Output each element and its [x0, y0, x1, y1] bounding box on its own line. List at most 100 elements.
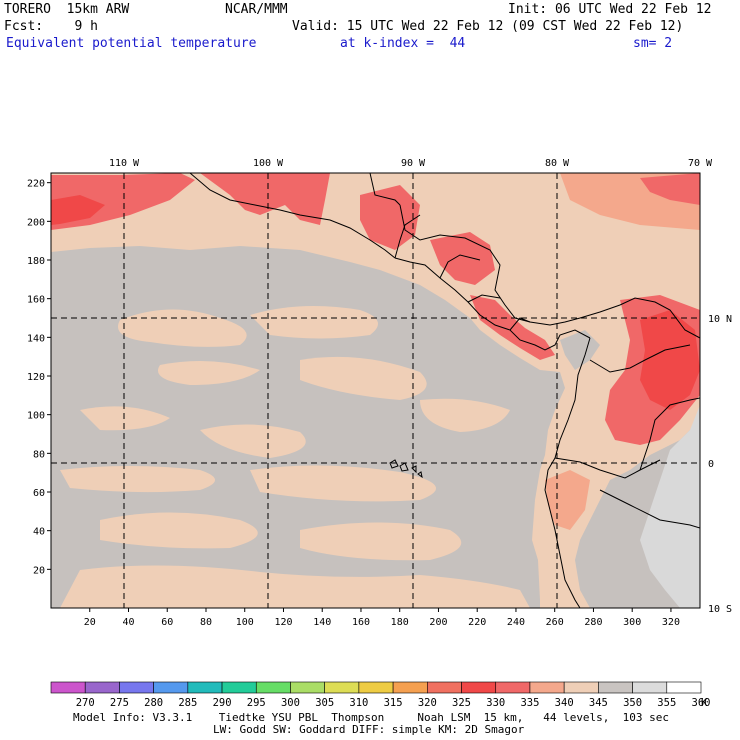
y-tick-label: 160 — [27, 295, 45, 306]
colorbar-swatch — [666, 681, 702, 694]
colorbar-swatch — [84, 681, 120, 694]
colorbar-swatch — [290, 681, 325, 694]
peach-patch — [300, 356, 427, 400]
border-guatemala — [394, 214, 421, 259]
peach-patch — [300, 522, 462, 561]
lat-label: 10 N — [708, 314, 732, 325]
colorbar-swatch — [529, 681, 565, 694]
theta-e-field — [51, 173, 700, 608]
colorbar: 270 275 280 285 290 295 300 305 310 315 320 325 330 3… — [50, 681, 711, 709]
coastline-south-america-north — [619, 297, 700, 339]
y-tick-label: 20 — [33, 565, 45, 576]
peach-patch — [158, 361, 260, 385]
border-nicaragua — [467, 294, 501, 303]
peach-patch — [100, 512, 258, 549]
peach-patch — [420, 398, 510, 432]
y-grid-ticks: 220 200 180 160 140 120 100 80 60 40 20 — [27, 179, 51, 576]
y-tick-label: 60 — [33, 488, 45, 499]
x-tick-label: 40 — [122, 617, 134, 628]
x-tick-label: 100 — [236, 617, 254, 628]
lon-label: 100 W — [253, 158, 284, 169]
colorbar-level-label: 270 — [76, 697, 95, 709]
galapagos-islands — [389, 459, 423, 479]
latitude-labels: 10 N 0 10 S — [708, 314, 732, 615]
x-tick-label: 260 — [546, 617, 564, 628]
border-internal — [589, 344, 691, 373]
longitude-labels: 110 W 100 W 90 W 80 W 70 W — [109, 158, 713, 169]
y-tick-label: 220 — [27, 179, 45, 190]
high-theta-caribbean-core — [640, 173, 700, 205]
colorbar-swatch — [221, 681, 257, 694]
coastlines — [189, 173, 700, 608]
coastline-yucatan — [369, 173, 401, 206]
colorbar-level-label: 290 — [213, 697, 232, 709]
colorbar-level-label: 295 — [247, 697, 266, 709]
colorbar-unit: K — [701, 697, 708, 709]
colorbar-swatch — [153, 681, 189, 694]
high-theta-mexico — [200, 173, 330, 225]
peach-patch — [118, 309, 247, 347]
model-info-line1: Model Info: V3.3.1 Tiedtke YSU PBL Thomp… — [73, 711, 670, 724]
colorbar-level-label: 345 — [589, 697, 608, 709]
level-label: at k-index = 44 — [340, 36, 466, 51]
colorbar-swatch — [324, 681, 360, 694]
forecast-hour: Fcst: 9 h — [4, 19, 98, 34]
peach-patch — [250, 306, 378, 339]
x-tick-label: 200 — [429, 617, 447, 628]
colorbar-level-label: 330 — [486, 697, 505, 709]
x-tick-label: 60 — [161, 617, 173, 628]
colorbar-swatch — [563, 681, 599, 694]
graticule — [51, 173, 700, 608]
colorbar-level-label: 360 — [692, 697, 711, 709]
colorbar-swatch — [632, 681, 668, 694]
high-theta-ecuador-coast — [545, 470, 590, 530]
colorbar-level-label: 355 — [657, 697, 676, 709]
peach-patch — [60, 466, 215, 493]
peach-patch — [250, 465, 436, 502]
x-tick-label: 160 — [352, 617, 370, 628]
colorbar-swatch — [495, 681, 531, 694]
y-tick-label: 140 — [27, 333, 45, 344]
x-tick-label: 120 — [274, 617, 292, 628]
y-tick-label: 180 — [27, 256, 45, 267]
border-internal — [639, 397, 700, 471]
colorbar-level-label: 340 — [555, 697, 574, 709]
border-honduras — [439, 254, 481, 279]
lon-label: 70 W — [688, 158, 713, 169]
lat-label: 0 — [708, 459, 714, 470]
field-name: Equivalent potential temperature — [6, 36, 257, 51]
colorbar-swatch — [358, 681, 394, 694]
colorbar-swatch — [427, 681, 462, 694]
colorbar-level-label: 300 — [281, 697, 300, 709]
x-tick-label: 300 — [623, 617, 641, 628]
colorbar-level-label: 320 — [418, 697, 437, 709]
lon-label: 90 W — [401, 158, 426, 169]
smoothing-label: sm= 2 — [633, 36, 673, 51]
x-tick-label: 240 — [507, 617, 525, 628]
model-name: TORERO 15km ARW — [4, 2, 130, 17]
x-tick-label: 320 — [662, 617, 680, 628]
colorbar-level-label: 315 — [384, 697, 403, 709]
y-tick-label: 120 — [27, 372, 45, 383]
lon-label: 110 W — [109, 158, 140, 169]
organization: NCAR/MMM — [225, 2, 288, 17]
peach-patch — [200, 424, 306, 458]
coastline-mexico — [189, 173, 396, 259]
lightgray-region-east — [640, 405, 700, 608]
high-theta-colombia-core — [640, 310, 700, 410]
model-info-line2: LW: Godd SW: Goddard DIFF: simple KM: 2D… — [213, 723, 525, 736]
init-time: Init: 06 UTC Wed 22 Feb 12 — [508, 2, 712, 17]
x-tick-label: 180 — [391, 617, 409, 628]
peach-patch — [80, 406, 170, 431]
colorbar-swatch — [50, 681, 86, 694]
map-frame — [50, 172, 701, 609]
colorbar-swatch — [598, 681, 633, 694]
colorbar-level-label: 335 — [520, 697, 539, 709]
y-tick-label: 80 — [33, 449, 45, 460]
x-tick-label: 140 — [313, 617, 331, 628]
colorbar-level-label: 325 — [452, 697, 471, 709]
colorbar-level-label: 285 — [178, 697, 197, 709]
colorbar-swatch — [187, 681, 223, 694]
x-tick-label: 220 — [468, 617, 486, 628]
